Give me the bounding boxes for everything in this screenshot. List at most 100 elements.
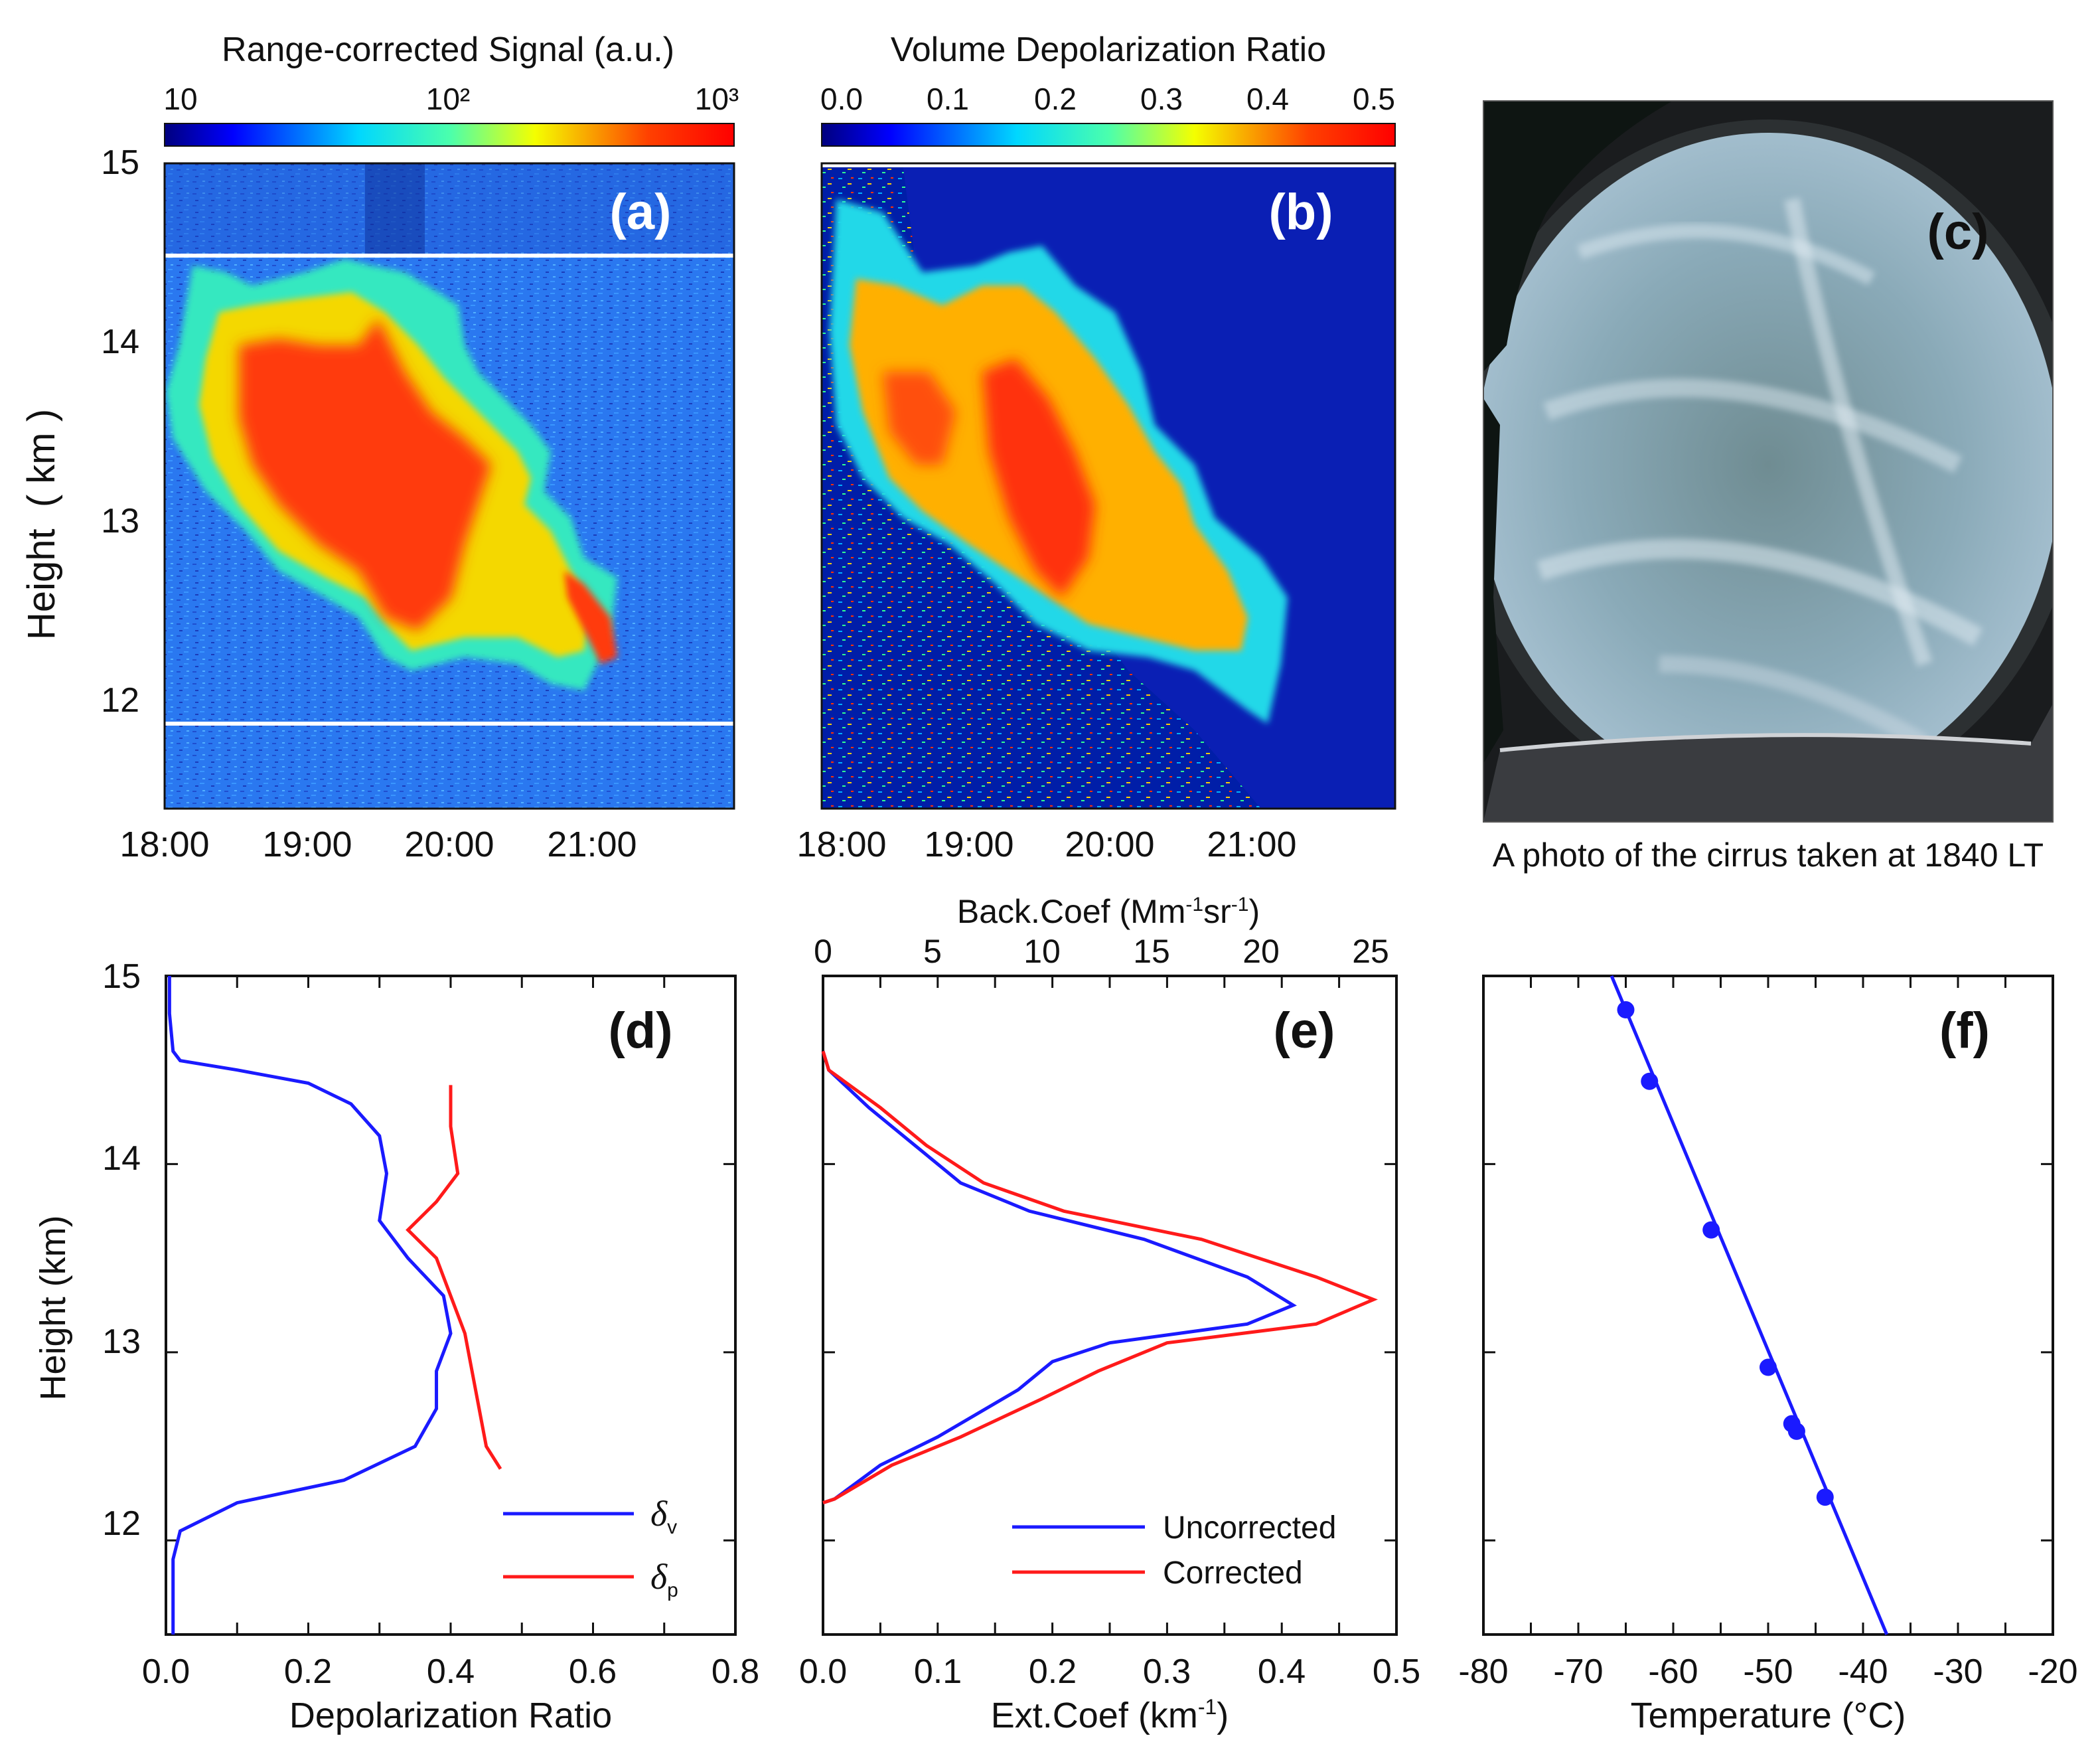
- colorbar-a-tick-2: 10³: [695, 82, 739, 116]
- panel-b: Volume Depolarization Ratio 0.0 0.1 0.2 …: [796, 31, 1396, 864]
- colorbar-a-tick-1: 10²: [426, 82, 470, 116]
- colorbar-a-title: Range-corrected Signal (a.u.): [222, 31, 674, 69]
- ytick-d-12: 12: [102, 1504, 141, 1543]
- xtick-b-3: 21:00: [1207, 825, 1296, 864]
- xtick-f-5: -30: [1933, 1652, 1983, 1691]
- xtick-e-5: 0.5: [1373, 1652, 1420, 1691]
- colorbar-b-tick-3: 0.3: [1140, 82, 1183, 116]
- legend-d-sub-v: v: [667, 1516, 677, 1538]
- legend-d-symbol-v: δ: [650, 1494, 668, 1534]
- legend-d-label-v: δv: [650, 1494, 677, 1538]
- panel-label-b: (b): [1268, 184, 1333, 240]
- xtick-d-1: 0.2: [284, 1652, 332, 1691]
- panel-label-d: (d): [608, 1002, 672, 1059]
- plot-d-frame: [165, 975, 737, 1636]
- top-xtick-e-5: 25: [1352, 933, 1389, 970]
- ytick-d-14: 14: [102, 1139, 141, 1178]
- colorbar-b-title: Volume Depolarization Ratio: [891, 31, 1326, 69]
- legend-d-symbol-p: δ: [650, 1557, 668, 1597]
- ytick-a-15: 15: [101, 143, 139, 182]
- heatmap-b-frame: [820, 162, 1396, 810]
- ytick-a-14: 14: [101, 323, 139, 361]
- ylabel-a: Height ( km ): [20, 409, 63, 640]
- mount-ring: [1483, 704, 2053, 822]
- colorbar-b-tick-2: 0.2: [1034, 82, 1077, 116]
- series-uncorrected-line: [821, 1050, 1297, 1504]
- xtick-f-6: -20: [2028, 1652, 2077, 1691]
- xtick-f-1: -70: [1553, 1652, 1603, 1691]
- xlabel-d: Depolarization Ratio: [289, 1696, 612, 1735]
- temperature-marker: [1760, 1358, 1777, 1376]
- panel-e: Back.Coef (Mm-1sr-1) 0 5 10 15 20 25 (e)…: [799, 893, 1420, 1735]
- temperature-marker: [1617, 1001, 1635, 1019]
- xtick-e-2: 0.2: [1029, 1652, 1077, 1691]
- top-xtick-e-0: 0: [814, 933, 832, 970]
- ytick-d-15: 15: [102, 957, 141, 996]
- legend-e: Uncorrected Corrected: [1012, 1510, 1336, 1591]
- colorbar-a: [164, 123, 735, 147]
- legend-e-label-uncorrected: Uncorrected: [1163, 1510, 1336, 1546]
- xtick-e-1: 0.1: [914, 1652, 962, 1691]
- panel-label-c: (c): [1927, 204, 1989, 260]
- xtick-b-2: 20:00: [1065, 825, 1154, 864]
- xtick-b-0: 18:00: [796, 825, 886, 864]
- colorbar-b-tick-0: 0.0: [820, 82, 863, 116]
- panel-f: (f) -80 -70 -60 -50 -40 -30 -20 Temperat…: [1458, 975, 2078, 1735]
- top-xtick-e-3: 15: [1133, 933, 1170, 970]
- colorbar-b-tick-1: 0.1: [927, 82, 969, 116]
- cloud-a-core: [239, 319, 491, 631]
- top-xtick-e-2: 10: [1023, 933, 1061, 970]
- xtick-f-4: -40: [1838, 1652, 1888, 1691]
- legend-e-label-corrected: Corrected: [1163, 1556, 1303, 1591]
- temperature-marker: [1787, 1422, 1805, 1440]
- temperature-profile-line: [1610, 975, 1889, 1635]
- xlabel-e: Ext.Coef (km-1): [991, 1695, 1229, 1735]
- xtick-e-4: 0.4: [1258, 1652, 1306, 1691]
- panel-label-f: (f): [1939, 1002, 1990, 1059]
- series-corrected-line: [821, 1050, 1379, 1504]
- cloud-b-core: [982, 359, 1095, 598]
- xlabel-f: Temperature (°C): [1631, 1696, 1906, 1735]
- xtick-e-3: 0.3: [1143, 1652, 1191, 1691]
- xtick-f-3: -50: [1743, 1652, 1793, 1691]
- heatmap-b: [822, 163, 1395, 809]
- temperature-marker: [1702, 1221, 1720, 1239]
- panel-label-e: (e): [1274, 1002, 1335, 1059]
- xtick-a-0: 18:00: [119, 825, 209, 864]
- panel-a: Range-corrected Signal (a.u.) 10 10² 10³…: [20, 31, 739, 864]
- tree-silhouette: [1483, 101, 1673, 372]
- temperature-marker: [1641, 1072, 1659, 1090]
- xtick-d-4: 0.8: [712, 1652, 759, 1691]
- photo-frame: [1483, 100, 2054, 823]
- ytick-d-13: 13: [102, 1322, 141, 1361]
- top-xtick-e-4: 20: [1242, 933, 1280, 970]
- plot-f-frame: [1482, 975, 2054, 1636]
- legend-d-sub-p: p: [667, 1579, 678, 1601]
- xtick-b-1: 19:00: [924, 825, 1013, 864]
- xtick-a-1: 19:00: [262, 825, 352, 864]
- colorbar-b-tick-5: 0.5: [1353, 82, 1395, 116]
- xtick-d-2: 0.4: [427, 1652, 475, 1691]
- temperature-markers: [1617, 1001, 1834, 1506]
- heatmap-a-frame: [163, 162, 735, 810]
- colorbar-b: [821, 123, 1396, 147]
- temperature-marker: [1816, 1488, 1834, 1506]
- xtick-a-2: 20:00: [404, 825, 494, 864]
- legend-d: δv δp: [503, 1494, 678, 1601]
- xtick-f-0: -80: [1458, 1652, 1508, 1691]
- ytick-a-12: 12: [101, 681, 139, 720]
- colorbar-b-tick-4: 0.4: [1246, 82, 1289, 116]
- xtick-e-0: 0.0: [799, 1652, 847, 1691]
- panel-d: (d) δv δp Height (km) 15 14 13 12 0.0 0.…: [33, 957, 759, 1735]
- xtick-f-2: -60: [1648, 1652, 1698, 1691]
- xtick-d-0: 0.0: [142, 1652, 190, 1691]
- ytick-a-13: 13: [101, 502, 139, 540]
- xtick-a-3: 21:00: [547, 825, 637, 864]
- panel-c: (c) A photo of the cirrus taken at 1840 …: [1483, 100, 2054, 874]
- cirrus-photo: [1483, 101, 2053, 822]
- heatmap-a: [165, 163, 734, 809]
- xtick-d-3: 0.6: [569, 1652, 617, 1691]
- colorbar-a-tick-0: 10: [163, 82, 197, 116]
- panel-label-a: (a): [610, 184, 672, 240]
